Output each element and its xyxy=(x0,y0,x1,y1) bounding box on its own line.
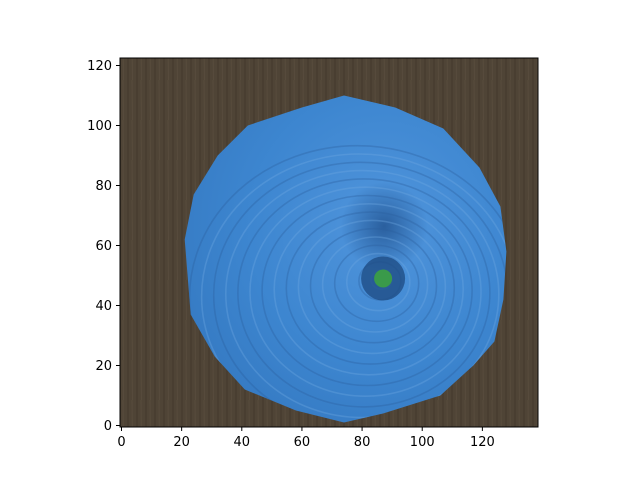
x-tick-label: 100 xyxy=(410,435,435,450)
yarn-strand xyxy=(321,236,429,333)
x-tick-label: 80 xyxy=(354,435,371,450)
y-tick-label: 120 xyxy=(87,59,112,74)
y-tick-label: 20 xyxy=(95,359,112,374)
axes-frame xyxy=(119,57,539,428)
yarn-strand xyxy=(249,186,482,398)
yarn-strand xyxy=(224,169,500,419)
x-tick-label: 60 xyxy=(294,435,311,450)
yarn-ball xyxy=(184,95,507,423)
x-tick-label: 40 xyxy=(234,435,251,450)
yarn-strand xyxy=(309,227,438,344)
y-tick-label: 80 xyxy=(95,179,112,194)
y-tick-label: 60 xyxy=(95,239,112,254)
y-tick-label: 0 xyxy=(104,419,112,434)
yarn-center-dot xyxy=(374,269,393,288)
yarn-strand xyxy=(261,194,473,387)
yarn-strand xyxy=(273,202,465,376)
yarn-strand xyxy=(285,211,456,365)
yarn-strand xyxy=(297,219,447,355)
x-tick-label: 120 xyxy=(470,435,495,450)
y-tick-label: 100 xyxy=(87,119,112,134)
x-tick-label: 20 xyxy=(173,435,190,450)
yarn-strand xyxy=(333,244,420,323)
yarn-strand xyxy=(200,153,507,423)
yarn-strand xyxy=(212,161,507,423)
yarn-strand xyxy=(237,178,491,408)
x-axis-ticks: 0 20 40 60 80 100 120 xyxy=(117,427,495,450)
y-axis-ticks: 0 20 40 60 80 100 120 xyxy=(87,59,120,434)
y-tick-label: 40 xyxy=(95,299,112,314)
yarn-strand xyxy=(345,252,411,312)
x-tick-label: 0 xyxy=(117,435,125,450)
yarn-strand xyxy=(188,144,507,423)
plot-image xyxy=(120,58,538,427)
